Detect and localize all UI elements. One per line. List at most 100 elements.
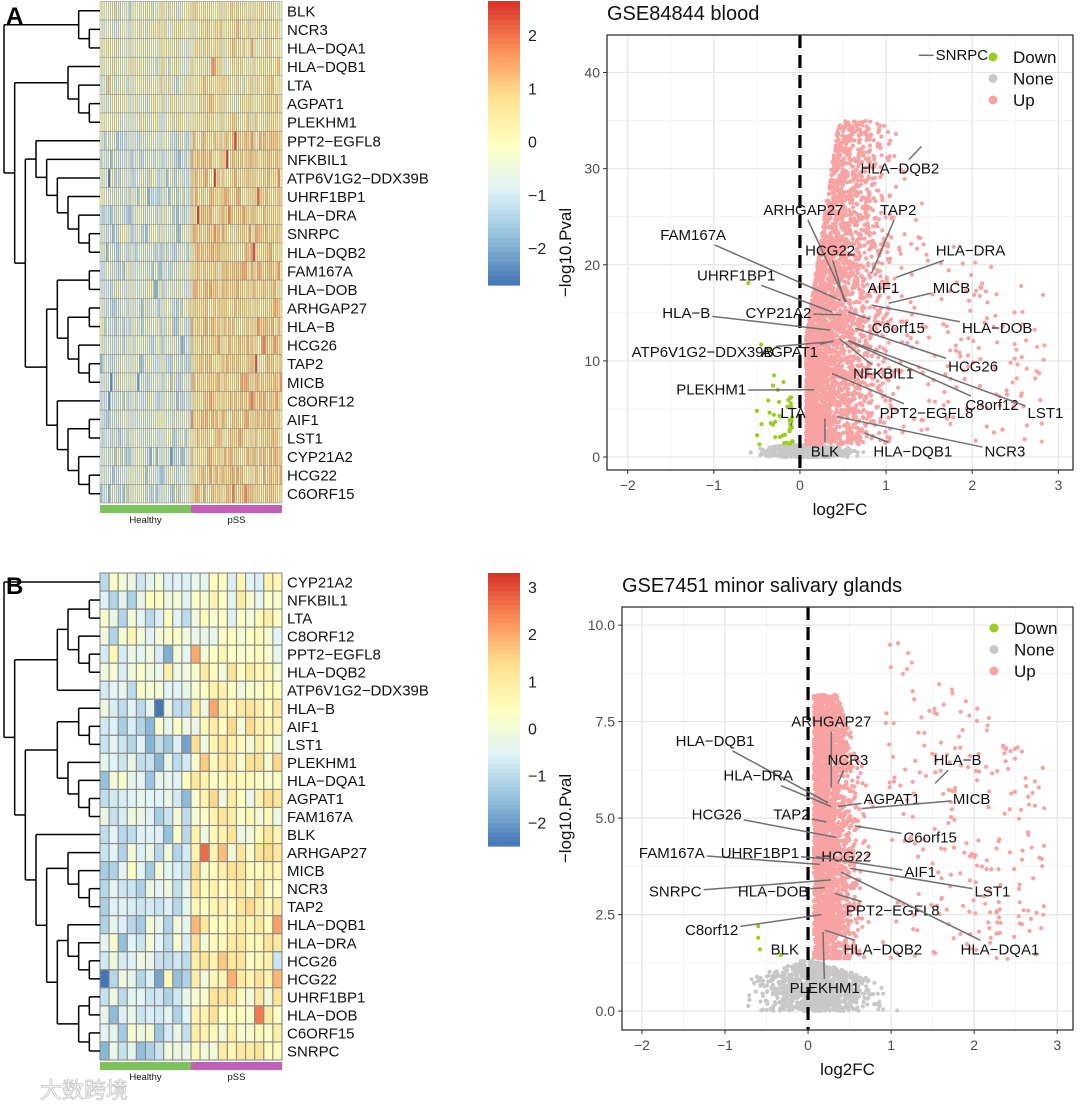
heatmap-cell	[101, 428, 105, 448]
heatmap-cell	[120, 335, 123, 355]
heatmap-cell	[116, 447, 119, 467]
heatmap-cell	[182, 447, 186, 467]
heatmap-cell	[203, 335, 206, 355]
heatmap-cell	[221, 465, 225, 485]
point-none	[768, 449, 773, 454]
heatmap-cell	[194, 38, 198, 58]
heatmap-cell	[263, 19, 266, 39]
heatmap-cell	[114, 391, 117, 411]
heatmap-cell	[236, 94, 239, 114]
colorbar-segment	[488, 256, 520, 262]
heatmap-cell	[248, 38, 252, 58]
heatmap-cell	[230, 317, 233, 337]
heatmap-cell	[232, 317, 235, 337]
heatmap-cell	[190, 298, 194, 318]
heatmap-cell	[196, 298, 200, 318]
heatmap-cell	[211, 465, 215, 485]
heatmap-cell	[248, 186, 252, 207]
heatmap-cell	[126, 298, 130, 318]
heatmap-cell	[217, 279, 221, 299]
heatmap-cell	[165, 298, 169, 318]
heatmap-cell	[244, 335, 248, 355]
heatmap-cell	[252, 335, 256, 355]
heatmap-cell	[279, 409, 283, 429]
heatmap-cell	[252, 75, 256, 95]
colorbar-tick-label: −2	[528, 241, 546, 258]
heatmap-cell	[108, 94, 111, 114]
heatmap-cell	[108, 1, 111, 21]
heatmap-cell	[254, 372, 258, 392]
heatmap-cell	[110, 94, 113, 114]
heatmap-cell	[186, 465, 190, 485]
heatmap-cell	[149, 131, 152, 151]
point-up	[885, 244, 891, 249]
heatmap-cell	[99, 465, 103, 485]
heatmap-cell	[141, 279, 144, 299]
heatmap-cell	[159, 391, 163, 411]
heatmap-cell	[205, 242, 208, 262]
heatmap-cell	[165, 1, 169, 21]
heatmap-cell	[209, 186, 212, 207]
heatmap-cell	[211, 205, 215, 225]
heatmap-cell	[122, 354, 126, 374]
heatmap-cell	[108, 447, 111, 467]
heatmap-cell	[155, 242, 159, 262]
heatmap-cell	[211, 428, 215, 448]
heatmap-cell	[147, 279, 150, 299]
heatmap-cell	[141, 186, 144, 207]
heatmap-cell	[230, 131, 233, 151]
heatmap-cell	[168, 168, 171, 188]
heatmap-cell	[244, 38, 248, 58]
heatmap-cell	[271, 19, 274, 39]
heatmap-cell	[141, 168, 144, 188]
heatmap-cell	[116, 465, 119, 485]
heatmap-cell	[252, 186, 256, 207]
heatmap-cell	[157, 372, 161, 392]
heatmap-cell	[194, 465, 198, 485]
heatmap-cell	[213, 391, 217, 411]
point-up	[820, 397, 826, 402]
colorbar-segment	[488, 214, 520, 220]
point-up	[891, 392, 896, 397]
heatmap-cell	[128, 56, 132, 77]
heatmap-cell	[240, 1, 243, 21]
heatmap-cell	[105, 317, 109, 337]
heatmap-cell	[279, 38, 283, 58]
heatmap-cell	[267, 75, 270, 95]
heatmap-cell	[263, 428, 266, 448]
heatmap-cell	[178, 484, 181, 504]
heatmap-cell	[263, 131, 266, 151]
heatmap-cell	[176, 372, 179, 392]
heatmap-cell	[132, 131, 136, 151]
heatmap-cell	[194, 224, 198, 244]
heatmap-cell	[136, 1, 140, 21]
heatmap-cell	[172, 335, 175, 355]
heatmap-cell	[108, 354, 111, 374]
heatmap-cell	[145, 447, 148, 467]
heatmap-cell	[136, 261, 140, 281]
colorbar-segment	[488, 53, 520, 59]
row-label: HLA−DQB1	[287, 59, 366, 76]
heatmap-cell	[269, 354, 272, 374]
heatmap-cell	[194, 261, 198, 281]
heatmap-cell	[112, 112, 115, 132]
heatmap-cell	[194, 112, 198, 132]
heatmap-cell	[277, 261, 281, 281]
heatmap-cell	[277, 149, 281, 169]
heatmap-cell	[271, 56, 274, 77]
heatmap-cell	[207, 261, 210, 281]
heatmap-cell	[234, 279, 237, 299]
heatmap-cell	[178, 149, 181, 169]
heatmap-cell	[120, 298, 123, 318]
heatmap-cell	[155, 56, 159, 77]
heatmap-cell	[211, 484, 215, 504]
heatmap-cell	[101, 465, 105, 485]
heatmap-cell	[149, 168, 152, 188]
heatmap-cell	[238, 131, 241, 151]
heatmap-cell	[256, 409, 260, 429]
heatmap-cell	[155, 205, 159, 225]
heatmap-cell	[265, 447, 268, 467]
heatmap-cell	[149, 19, 152, 39]
heatmap-cell	[128, 354, 132, 374]
